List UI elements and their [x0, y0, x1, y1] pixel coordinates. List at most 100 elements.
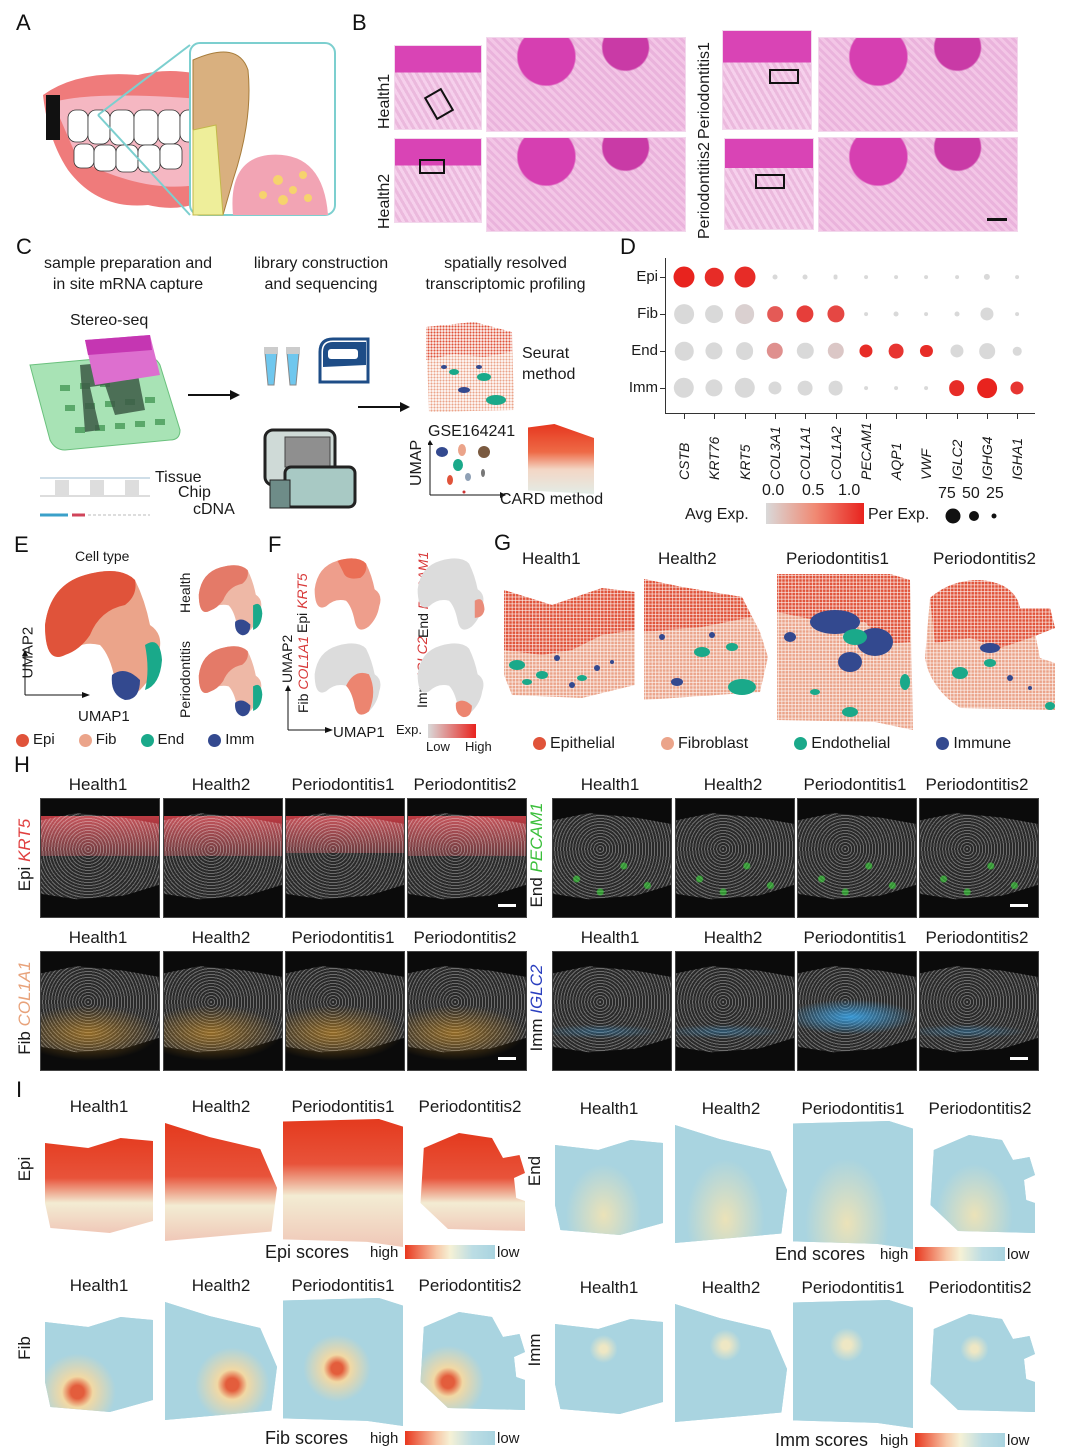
signal-overlay: [676, 1022, 794, 1041]
x-tick: [1017, 414, 1019, 419]
scores-high-label: high: [370, 1244, 399, 1261]
seurat-method-label: Seurat method: [522, 343, 575, 385]
size-legend-50: [969, 511, 979, 521]
tissue-section: [920, 966, 1038, 1053]
h-title-health1: Health1: [68, 775, 128, 794]
dotplot-dot: [735, 342, 754, 360]
g-spatial-health2: [642, 577, 770, 702]
umap1-label: UMAP1: [78, 708, 130, 725]
end-dot-icon: [140, 733, 154, 747]
i-title-health1: Health1: [579, 1278, 639, 1297]
imm-dot-icon: [208, 733, 222, 747]
score-map-epi-periodontitis2: [420, 1133, 525, 1231]
signal-overlay: [553, 1022, 671, 1041]
umap2-label: UMAP2: [19, 626, 37, 679]
scores-low-label: low: [1007, 1432, 1030, 1449]
x-tick: [987, 414, 988, 419]
dotplot-row-label: Fib: [637, 305, 658, 322]
step-3-line2: transcriptomic profiling: [425, 276, 586, 293]
h-title-health2: Health2: [191, 775, 251, 794]
legend-imm-label: Imm: [225, 731, 255, 748]
umap-health: [195, 562, 265, 638]
signal-overlay: [408, 1005, 526, 1061]
h-title-periodontitis2: Periodontitis2: [925, 775, 1029, 794]
x-tick: [865, 414, 867, 419]
i-title-periodontitis2: Periodontitis2: [418, 1097, 522, 1116]
legend-epi-label: Epi: [33, 731, 55, 748]
he-overview-health1: [394, 45, 482, 130]
dotplot-dot: [1010, 381, 1024, 395]
h-title-health2: Health2: [703, 928, 763, 947]
epithelial-dot-icon: [533, 737, 546, 751]
legend-epithelial: Epithelial: [533, 735, 615, 753]
scores-low-label: low: [1007, 1246, 1030, 1263]
fluorescence-image-epi-periodontitis1: [285, 798, 405, 918]
umap-pecam1-expression: [413, 555, 488, 635]
epi-dot-icon: [16, 733, 29, 747]
gene-label: IGHA1: [1009, 437, 1026, 480]
gene-label: COL3A1: [766, 426, 783, 480]
scores-low-label: low: [497, 1430, 520, 1447]
fluorescence-image-epi-periodontitis2: [407, 798, 527, 918]
per-tick-1: 50: [962, 485, 980, 502]
cdna-illustration: [40, 470, 160, 520]
dotplot-dot: [796, 342, 814, 360]
gene-label: VWF: [918, 448, 935, 480]
h-row-gene: COL1A1: [15, 961, 34, 1027]
dotplot-dot: [980, 307, 994, 321]
signal-overlay: [164, 1005, 282, 1061]
gene-label: COL1A1: [797, 426, 814, 480]
signal-overlay: [676, 840, 794, 906]
x-axis: [665, 413, 1035, 414]
score-map-end-periodontitis1: [793, 1121, 913, 1249]
dotplot-dot: [924, 386, 929, 390]
signal-overlay: [164, 815, 282, 856]
dotplot: Epi Fib End Imm CSTB KRT76 KRT5 COL3A1 COL1A1 CO…: [620, 230, 1080, 530]
periodontitis-label: Periodontitis: [177, 640, 193, 718]
g-title-periodontitis1: Periodontitis1: [786, 549, 890, 568]
dotplot-dot: [673, 377, 695, 399]
scores-high-label: high: [880, 1246, 909, 1263]
step-3-line1: spatially resolved: [444, 255, 567, 272]
panel-label-i: I: [16, 1077, 23, 1102]
fluorescence-image-fib-periodontitis1: [285, 951, 405, 1071]
card-spatial-map: [528, 424, 594, 494]
score-map-end-periodontitis2: [930, 1135, 1035, 1233]
legend-end: End: [140, 731, 184, 748]
fib-dot-icon: [78, 733, 92, 747]
fluorescence-image-fib-health2: [163, 951, 283, 1071]
dotplot-dot: [772, 274, 778, 280]
legend-immune: Immune: [936, 735, 1011, 753]
score-map-fib-health1: [45, 1317, 153, 1412]
exp-high-label: High: [465, 739, 492, 754]
signal-overlay: [798, 840, 916, 906]
dotplot-dot: [924, 312, 929, 316]
panel-label-g: G: [494, 530, 512, 555]
size-legend-75: [945, 508, 961, 524]
score-map-fib-periodontitis2: [420, 1312, 525, 1410]
panel-label-f: F: [268, 532, 282, 557]
umap-col1a1-expression: [310, 640, 385, 720]
y-tick: [660, 277, 665, 278]
signal-overlay: [553, 840, 671, 906]
gene-label: IGLC2: [948, 439, 965, 480]
x-tick: [896, 414, 898, 419]
i-title-periodontitis1: Periodontitis1: [291, 1276, 395, 1295]
i-title-periodontitis2: Periodontitis2: [928, 1278, 1032, 1297]
he-label-health1: Health1: [376, 73, 393, 129]
h-title-health1: Health1: [580, 775, 640, 794]
score-map-fib-health2: [165, 1302, 277, 1420]
scores-colorbar: [405, 1431, 495, 1445]
y-tick: [660, 388, 665, 389]
legend-fib-label: Fib: [95, 731, 117, 748]
he-zoom-health2: [486, 137, 686, 232]
umap-krt5-expression: [310, 555, 385, 635]
gene-label: AQP1: [888, 442, 905, 480]
i-row-label-imm: Imm: [525, 1333, 544, 1367]
step-2-line1: library construction: [253, 255, 389, 272]
h-title-periodontitis2: Periodontitis2: [925, 928, 1029, 947]
dotplot-dot: [833, 274, 838, 280]
dotplot-dot: [894, 275, 899, 279]
x-tick: [714, 414, 716, 419]
avg-exp-label: Avg Exp.: [685, 506, 749, 523]
